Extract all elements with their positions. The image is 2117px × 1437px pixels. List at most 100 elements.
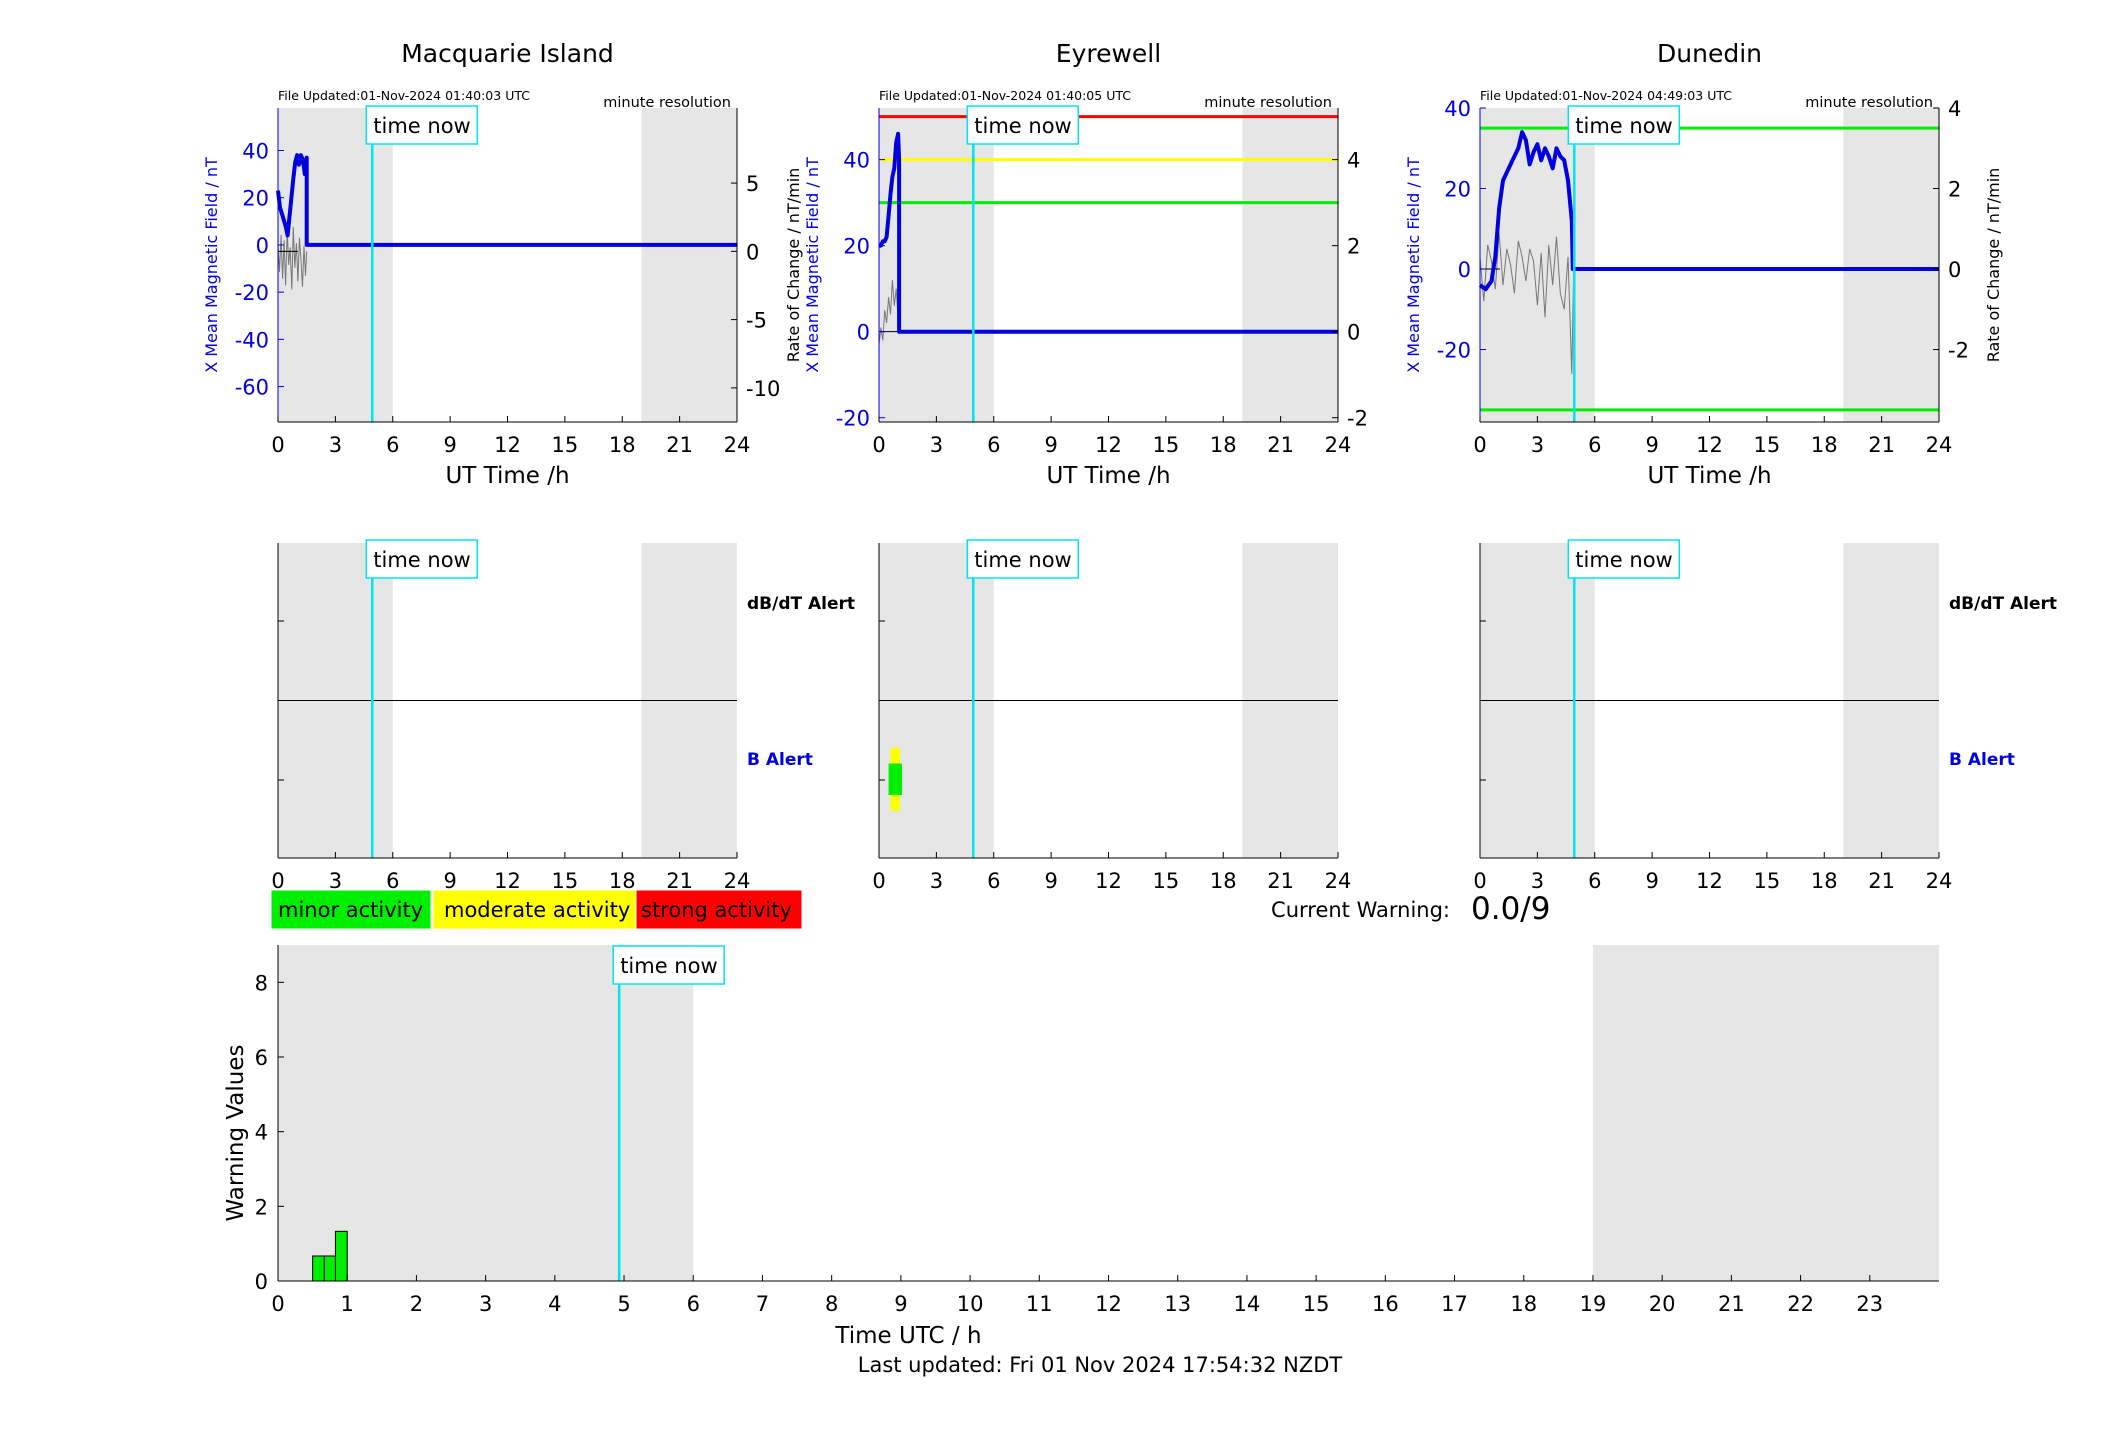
right-axis-tick-label: -2 [1948, 339, 1969, 363]
warning-bar [334, 1230, 348, 1282]
file-updated: File Updated:01-Nov-2024 04:49:03 UTC [1480, 88, 1732, 103]
dbdt-alert-label: dB/dT Alert [1949, 594, 2057, 614]
alert-x-axis-tick-label: 24 [724, 869, 751, 893]
alert-x-axis-tick-label: 9 [443, 869, 456, 893]
y-axis-tick-label: 8 [255, 971, 268, 995]
x-axis-tick-label: 18 [1811, 433, 1838, 457]
left-axis-tick-label: 0 [256, 234, 269, 258]
y-axis-tick-label: 4 [255, 1121, 268, 1145]
night-shade [641, 108, 737, 422]
time-now-box [966, 105, 1080, 145]
right-axis-tick-label: 2 [1347, 235, 1360, 259]
legend-strong-swatch [635, 889, 803, 930]
x-axis-tick-label: 15 [1303, 1292, 1330, 1316]
time-now-label: time now [1575, 114, 1672, 138]
x-axis-label: UT Time /h [1647, 463, 1771, 489]
x-axis-tick-label: 11 [1026, 1292, 1053, 1316]
x-axis-tick-label: 6 [987, 433, 1000, 457]
current-warning: Current Warning: 0.0/9 [1271, 891, 1550, 927]
right-axis-tick-label: 2 [1948, 178, 1961, 202]
x-axis-tick-label: 0 [271, 433, 284, 457]
station-panel: Dunedin File Updated:01-Nov-2024 04:49:03… [1404, 39, 2003, 489]
x-axis-tick-label: 13 [1164, 1292, 1191, 1316]
x-axis-tick-label: 8 [825, 1292, 838, 1316]
current-warning-label: Current Warning: [1271, 898, 1450, 922]
time-now-box [1567, 105, 1681, 145]
x-field-series-line [276, 153, 737, 247]
alert-x-axis-tick-label: 24 [1926, 869, 1953, 893]
right-axis-tick-label: -5 [746, 309, 767, 333]
legend-strong-label: strong activity [641, 898, 792, 922]
y-axis-tick-label: 0 [255, 1270, 268, 1294]
x-axis-tick-label: 15 [1153, 433, 1180, 457]
alert-panels: time now 0 3 6 9 12 15 18 21 24 dB/dT Alert B Alert… [271, 539, 2057, 893]
station-title: Macquarie Island [401, 39, 614, 68]
time-now-box [365, 539, 479, 579]
resolution-label: minute resolution [1805, 95, 1933, 111]
resolution-label: minute resolution [1204, 95, 1332, 111]
x-axis-tick-label: 24 [724, 433, 751, 457]
x-axis-tick-label: 12 [1095, 1292, 1122, 1316]
left-axis-tick-label: 0 [1458, 258, 1471, 282]
legend-minor-label: minor activity [278, 898, 423, 922]
x-axis-tick-label: 18 [609, 433, 636, 457]
left-axis-tick-label: 20 [843, 235, 870, 259]
station-panel: Eyrewell File Updated:01-Nov-2024 01:40:0… [784, 39, 1368, 489]
x-axis-tick-label: 21 [1267, 433, 1294, 457]
legend-moderate-swatch [432, 889, 637, 930]
x-axis-tick-label: 15 [1754, 433, 1781, 457]
time-now-box [612, 945, 725, 985]
left-axis-tick-label: 40 [843, 149, 870, 173]
x-axis-tick-label: 21 [1868, 433, 1895, 457]
x-axis-tick-label: 6 [386, 433, 399, 457]
alert-x-axis-tick-label: 24 [1325, 869, 1352, 893]
alert-x-axis-tick-label: 15 [1754, 869, 1781, 893]
left-axis-tick-label: 0 [857, 321, 870, 345]
warning-bar [312, 1255, 325, 1282]
alert-x-axis-tick-label: 21 [1868, 869, 1895, 893]
x-axis-tick-label: 23 [1856, 1292, 1883, 1316]
x-axis-tick-label: 18 [1210, 433, 1237, 457]
x-axis-tick-label: 9 [443, 433, 456, 457]
time-now-label: time now [974, 114, 1071, 138]
x-axis-tick-label: 0 [872, 433, 885, 457]
alert-x-axis-tick-label: 3 [1531, 869, 1544, 893]
file-updated: File Updated:01-Nov-2024 01:40:03 UTC [278, 88, 530, 103]
alert-x-axis-tick-label: 3 [329, 869, 342, 893]
y-axis-label: Warning Values [223, 1044, 249, 1221]
left-axis-tick-label: -20 [836, 407, 870, 431]
alert-x-axis-tick-label: 9 [1645, 869, 1658, 893]
alert-x-axis-tick-label: 0 [271, 869, 284, 893]
b-alert-block [888, 763, 902, 795]
last-updated: Last updated: Fri 01 Nov 2024 17:54:32 N… [858, 1353, 1343, 1377]
time-now-box [365, 105, 479, 145]
x-axis-tick-label: 14 [1234, 1292, 1261, 1316]
x-field-series-line [878, 131, 1338, 334]
night-shade [1242, 108, 1338, 422]
station-title: Dunedin [1657, 39, 1762, 68]
x-axis-tick-label: 9 [894, 1292, 907, 1316]
x-axis-tick-label: 3 [1531, 433, 1544, 457]
x-axis-tick-label: 12 [1095, 433, 1122, 457]
x-axis-tick-label: 9 [1044, 433, 1057, 457]
right-axis-label: Rate of Change / nT/min [1984, 168, 2003, 363]
file-updated: File Updated:01-Nov-2024 01:40:05 UTC [879, 88, 1131, 103]
rate-series-line [277, 226, 308, 290]
x-axis-tick-label: 24 [1325, 433, 1352, 457]
x-axis-label: Time UTC / h [834, 1323, 981, 1349]
alert-x-axis-tick-label: 6 [1588, 869, 1601, 893]
alert-x-axis-tick-label: 3 [930, 869, 943, 893]
rate-series-line [1479, 232, 1575, 374]
left-axis-tick-label: 20 [1444, 178, 1471, 202]
legend-minor-swatch [270, 889, 432, 930]
station-title: Eyrewell [1056, 39, 1161, 68]
x-axis-tick-label: 16 [1372, 1292, 1399, 1316]
left-axis-tick-label: 40 [242, 139, 269, 163]
station-panels: Macquarie Island File Updated:01-Nov-2024… [202, 39, 2003, 489]
x-axis-tick-label: 4 [548, 1292, 561, 1316]
station-panel: Macquarie Island File Updated:01-Nov-2024… [202, 39, 780, 489]
right-axis-tick-label: 4 [1948, 97, 1961, 121]
right-axis-tick-label: -10 [746, 377, 780, 401]
x-axis-tick-label: 0 [1473, 433, 1486, 457]
time-now-label: time now [373, 548, 470, 572]
